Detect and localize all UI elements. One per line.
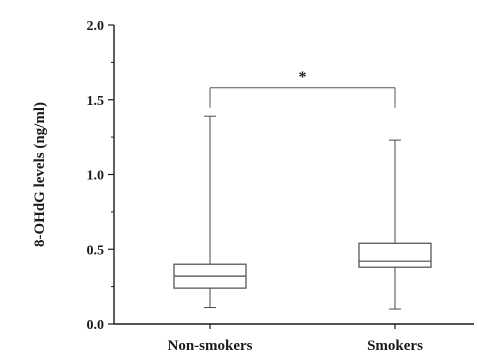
x-tick-label: Smokers — [367, 338, 423, 354]
iqr-box — [358, 242, 432, 268]
axes — [113, 25, 474, 325]
significance-bracket: * — [209, 69, 396, 108]
y-axis-title: 8-OHdG levels (ng/ml) — [32, 102, 48, 247]
y-tick-label: 1.0 — [87, 169, 105, 184]
y-tick-label: 0.0 — [87, 318, 105, 333]
box-smokers — [358, 139, 432, 310]
x-ticks: Non-smokers Smokers — [168, 324, 423, 354]
y-ticks: 0.0 0.5 1.0 1.5 2.0 — [87, 19, 114, 333]
significance-label: * — [299, 69, 307, 86]
y-tick-label: 1.5 — [87, 94, 105, 109]
y-tick-label: 2.0 — [87, 19, 105, 34]
boxes — [173, 115, 432, 310]
x-tick-label: Non-smokers — [168, 338, 253, 354]
box-non-smokers — [173, 115, 247, 309]
y-tick-label: 0.5 — [87, 243, 105, 258]
